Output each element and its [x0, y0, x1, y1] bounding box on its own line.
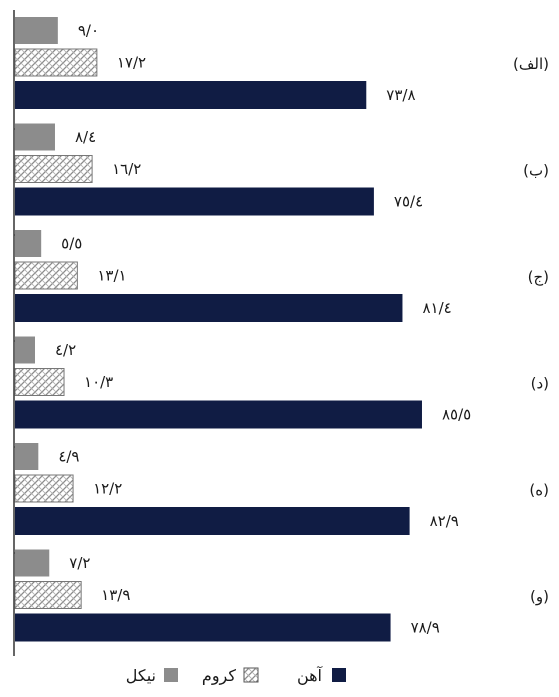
data-label-nickel: ٤/۲	[55, 341, 76, 359]
bar-iron	[15, 400, 422, 429]
legend-swatch-nickel	[164, 668, 178, 682]
bars-group	[14, 17, 422, 642]
category-label: (و)	[530, 588, 549, 606]
data-label-nickel: ۷/۲	[69, 554, 90, 572]
legend-swatch-chromium	[243, 667, 259, 683]
data-label-chromium: ۱۲/۲	[93, 480, 122, 498]
data-label-nickel: ٤/۹	[58, 448, 79, 466]
category-label: (الف)	[513, 55, 549, 73]
data-label-nickel: ۸/٤	[75, 128, 96, 146]
bar-chromium	[14, 48, 98, 77]
bar-chromium	[14, 155, 93, 183]
bar-nickel	[15, 123, 55, 151]
category-label: (ه)	[529, 481, 549, 499]
bar-nickel	[15, 17, 58, 44]
bar-chromium	[14, 368, 65, 396]
bar-iron	[15, 187, 374, 216]
data-label-nickel: ٥/٥	[61, 235, 82, 253]
category-label: (ب)	[523, 162, 549, 180]
category-label: (د)	[531, 375, 549, 393]
bar-nickel	[15, 549, 50, 577]
category-label: (ج)	[528, 268, 549, 287]
data-label-chromium: ۱۷/۲	[117, 54, 146, 72]
data-label-iron: ۷٥/٤	[394, 193, 423, 211]
data-label-iron: ۸٥/٥	[442, 406, 471, 424]
bar-chromium	[14, 261, 78, 290]
data-label-iron: ۷۳/۸	[386, 86, 415, 104]
data-label-chromium: ۱۳/۱	[97, 267, 126, 285]
bar-iron	[15, 294, 403, 322]
legend: آهن کروم نیکل	[126, 666, 346, 686]
legend-label-iron: آهن	[297, 666, 324, 686]
data-label-chromium: ۱۰/۳	[84, 373, 113, 391]
bar-iron	[15, 507, 410, 535]
labels-group: ۹/۰ ۱۷/۲ ۷۳/۸ (الف) ۸/٤ ۱٦/۲ ۷٥/٤ (ب) ٥/٥ ۱۳/۱ ۸۱/…	[55, 22, 549, 637]
bar-iron	[15, 81, 367, 109]
bar-chromium	[14, 581, 82, 609]
legend-label-chromium: کروم	[202, 666, 236, 686]
data-label-chromium: ۱۳/۹	[101, 586, 130, 604]
bar-nickel	[15, 336, 35, 364]
bar-iron	[15, 613, 391, 642]
bar-chromium	[14, 474, 74, 503]
legend-label-nickel: نیکل	[126, 666, 156, 685]
bar-nickel	[15, 230, 42, 257]
data-label-iron: ۸۱/٤	[422, 299, 451, 317]
data-label-iron: ۸۲/۹	[430, 512, 459, 530]
data-label-chromium: ۱٦/۲	[112, 160, 141, 178]
bar-nickel	[15, 443, 39, 470]
legend-swatch-iron	[332, 668, 346, 682]
data-label-iron: ۷۸/۹	[411, 619, 440, 637]
data-label-nickel: ۹/۰	[78, 22, 99, 40]
